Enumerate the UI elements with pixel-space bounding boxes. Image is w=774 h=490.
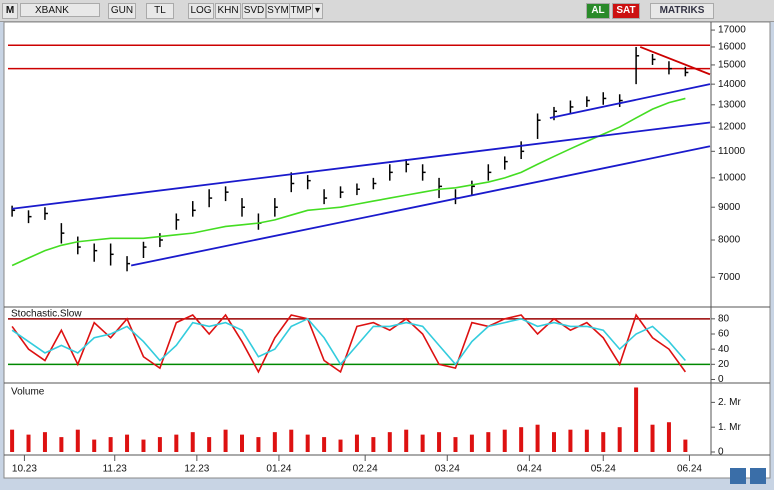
y-tick-label: 2. Mr [718,397,741,408]
volume-bar [190,432,195,452]
volume-bar [584,429,589,452]
y-tick-label: 13000 [718,99,746,110]
trend-line [549,83,711,119]
y-tick-label: 16000 [718,42,746,53]
volume-bar [568,429,573,452]
x-tick-label: 04.24 [517,464,542,475]
trend-line [11,121,711,210]
volume-bar [666,422,671,452]
button[interactable]: TMP [289,3,313,19]
sell-button[interactable]: SAT [612,3,640,19]
x-tick-label: 01.24 [266,464,291,475]
button[interactable]: GUN [108,3,136,19]
dropdown[interactable]: ▾ [312,3,323,19]
button[interactable]: LOG [188,3,214,19]
y-tick-label: 17000 [718,25,746,36]
y-tick-label: 20 [718,359,730,370]
volume-bar [26,434,31,452]
series-line [11,317,686,366]
button[interactable]: SVD [242,3,266,19]
volume-bar [92,439,97,452]
volume-bar [59,437,64,452]
y-tick-label: 0 [718,374,724,385]
brand: MATRIKS [650,3,714,19]
volume-bar [617,427,622,452]
volume-bar [634,387,639,452]
volume-bar [125,434,130,452]
icon[interactable] [730,468,746,484]
toolbar: M XBANK GUN TL LOG KHN SVD SYM TMP ▾ AL … [0,0,774,22]
y-tick-label: 40 [718,344,730,355]
volume-bar [601,432,606,452]
volume-bar [10,429,15,452]
y-tick-label: 12000 [718,122,746,133]
volume-bar [223,429,228,452]
x-tick-label: 12.23 [184,464,209,475]
volume-bar [322,437,327,452]
volume-bar [486,432,491,452]
volume-bar [683,439,688,452]
y-tick-label: 80 [718,313,730,324]
volume-bar [108,437,113,452]
y-tick-label: 11000 [718,146,746,157]
button[interactable]: TL [146,3,174,19]
volume-bar [174,434,179,452]
volume-bar [371,437,376,452]
y-tick-label: 0 [718,447,724,458]
button[interactable]: KHN [215,3,241,19]
volume-bar [207,437,212,452]
volume-bar [469,434,474,452]
volume-bar [387,432,392,452]
symbol[interactable]: XBANK [20,3,100,17]
y-tick-label: 15000 [718,60,746,71]
y-tick-label: 1. Mr [718,422,741,433]
trend-line [639,46,711,76]
series-line [11,97,686,267]
volume-bar [256,437,261,452]
x-tick-label: 11.23 [103,464,128,475]
volume-bar [42,432,47,452]
volume-bar [519,427,524,452]
trend-line [130,145,711,267]
y-tick-label: 10000 [718,173,746,184]
x-tick-label: 10.23 [12,464,37,475]
chart-area [3,22,771,479]
volume-bar [535,424,540,452]
volume-bar [141,439,146,452]
volume-bar [404,429,409,452]
panel-title: Stochastic.Slow [11,309,82,320]
x-tick-label: 06.24 [677,464,702,475]
volume-bar [552,432,556,452]
volume-bar [157,437,162,452]
y-tick-label: 60 [718,329,730,340]
series-line [11,313,687,374]
volume-bar [650,424,655,452]
volume-bar [289,429,294,452]
volume-bar [338,439,343,452]
buy-button[interactable]: AL [586,3,610,19]
volume-bar [420,434,425,452]
volume-bar [75,429,80,452]
logo[interactable]: M [2,3,18,19]
volume-bar [502,429,507,452]
volume-bar [354,434,359,452]
volume-bar [437,432,442,452]
y-tick-label: 9000 [718,202,741,213]
y-tick-label: 7000 [718,272,741,283]
x-tick-label: 03.24 [435,464,460,475]
icon[interactable] [750,468,766,484]
panel-title: Volume [11,387,45,398]
volume-bar [272,432,277,452]
volume-bar [305,434,310,452]
chart: Stochastic.Slow Volume 70008000900010000… [3,22,771,484]
x-tick-label: 05.24 [591,464,616,475]
button[interactable]: SYM [266,3,290,19]
y-tick-label: 8000 [718,235,741,246]
volume-bar [453,437,458,452]
y-tick-label: 14000 [718,79,746,90]
volume-bar [240,434,244,452]
x-tick-label: 02.24 [353,464,378,475]
